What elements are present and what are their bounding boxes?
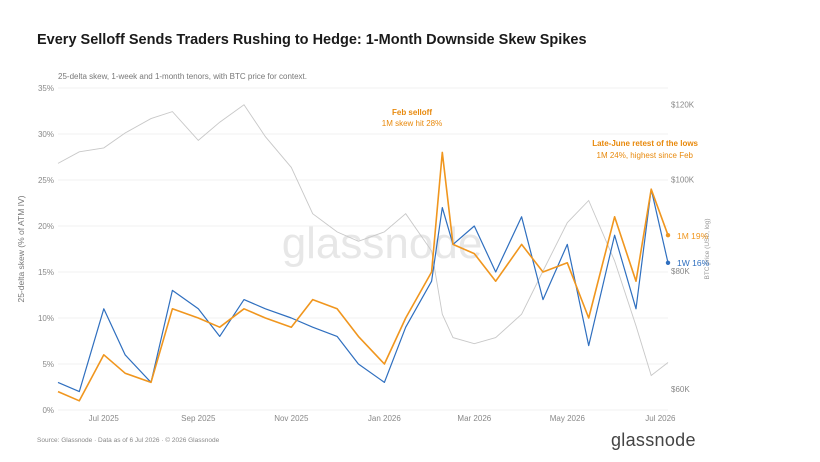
annotation-feb-title: Feb selloff [392,108,432,117]
x-tick-label: Jul 2026 [645,414,676,423]
watermark: glassnode [282,219,483,268]
y-tick-label: 30% [38,130,54,139]
y-tick-label: 20% [38,222,54,231]
glassnode-logo: glassnode [611,430,696,450]
series-layer [57,104,671,402]
x-tick-label: May 2026 [550,414,586,423]
annotation-june: Late-June retest of the lows 1M 24%, hig… [592,139,698,160]
annotation-june-text: 1M 24%, highest since Feb [597,151,694,160]
x-tick-label: Jan 2026 [368,414,401,423]
y2-axis-title: BTC price (USD, log) [704,218,711,279]
y-tick-label: 25% [38,176,54,185]
x-tick-label: Jul 2025 [89,414,120,423]
y-tick-label: 35% [38,84,54,93]
x-tick-label: Nov 2025 [274,414,309,423]
y-axis-title: 25-delta skew (% of ATM IV) [16,195,26,302]
y2-tick-label: $80K [671,267,690,276]
end-label-1m: 1M 19% [677,231,709,241]
line-1m-skew [57,151,669,402]
grid-lines [58,87,668,411]
annotation-feb-text: 1M skew hit 28% [382,119,442,128]
axis-ticks: 0% 5% 10% 15% 20% 25% 30% 35% $60K $80K $100K $120K… [38,84,695,423]
line-btc-price [57,104,669,377]
footer-source: Source: Glassnode · Data as of 6 Jul 202… [37,437,220,444]
end-dot-1w [665,260,671,265]
y2-tick-label: $120K [671,101,695,110]
line-1w-skew [57,188,669,393]
end-dot-1m [665,233,671,238]
y-tick-label: 15% [38,268,54,277]
y2-tick-label: $60K [671,385,690,394]
annotation-june-title: Late-June retest of the lows [592,139,698,148]
chart-subtitle: 25-delta skew, 1-week and 1-month tenors… [58,72,308,81]
end-label-1w: 1W 16% [677,258,710,268]
y-tick-label: 0% [42,406,54,415]
y2-tick-label: $100K [671,176,695,185]
annotation-feb: Feb selloff 1M skew hit 28% [382,108,442,128]
x-tick-label: Mar 2026 [457,414,491,423]
x-tick-label: Sep 2025 [181,414,216,423]
chart-title: Every Selloff Sends Traders Rushing to H… [37,32,587,48]
y-tick-label: 5% [42,360,54,369]
y-tick-label: 10% [38,314,54,323]
